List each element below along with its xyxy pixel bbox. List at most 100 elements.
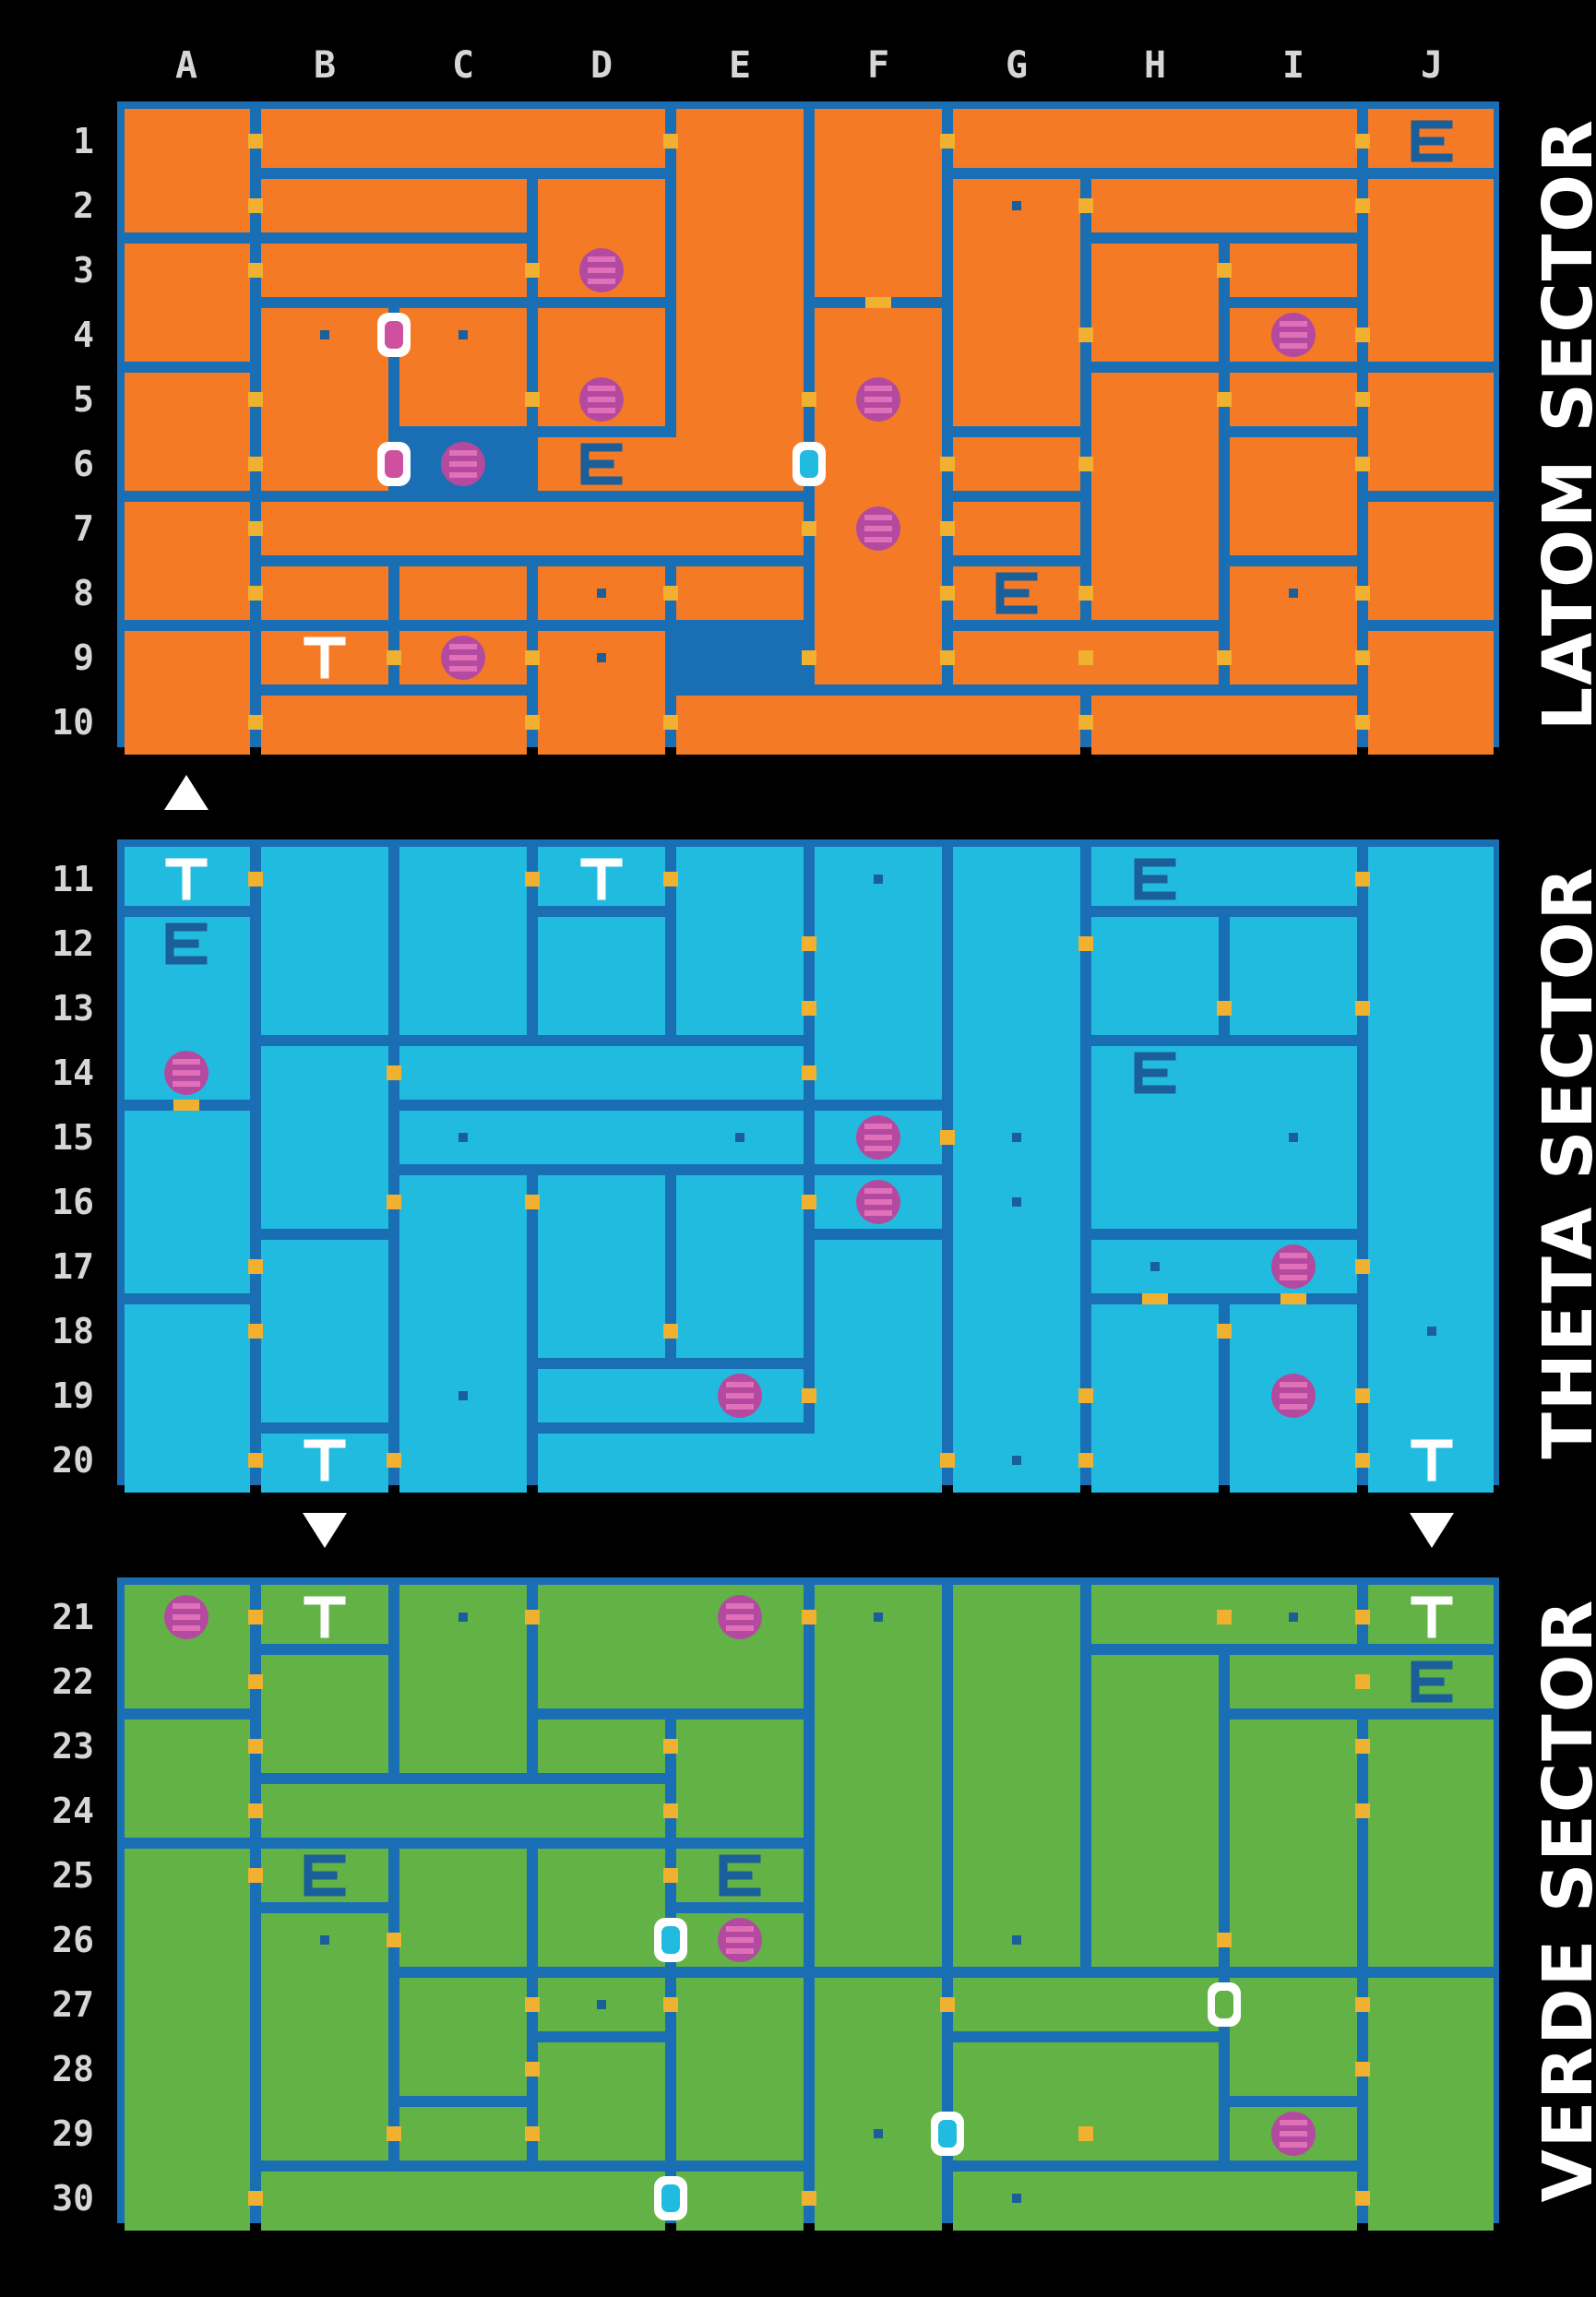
- room: [538, 1369, 804, 1422]
- door: [1355, 327, 1370, 342]
- row-label: 6: [73, 444, 94, 484]
- door: [248, 715, 263, 730]
- column-label-c: C: [451, 44, 475, 87]
- door: [1355, 1997, 1370, 2012]
- door: [663, 1997, 678, 2012]
- door: [248, 2191, 263, 2206]
- item-dot-icon: [1012, 2194, 1021, 2203]
- item-dot-icon: [320, 1935, 329, 1945]
- door: [802, 1001, 816, 1016]
- door: [387, 1453, 401, 1468]
- door: [940, 521, 955, 536]
- enemy-s-icon: [718, 1918, 762, 1962]
- room: [125, 373, 250, 491]
- row-label: 11: [52, 859, 94, 899]
- enemy-s-icon: [856, 506, 900, 551]
- door: [1355, 1453, 1370, 1468]
- sector-grid: [125, 847, 1494, 1493]
- column-label-i: I: [1281, 44, 1305, 87]
- row-label: 23: [52, 1726, 94, 1767]
- door: [248, 392, 263, 407]
- column-label-f: F: [866, 44, 890, 87]
- portal-ring-icon: [654, 2176, 687, 2220]
- door: [802, 936, 816, 951]
- room: [1091, 917, 1219, 1035]
- room: [261, 1655, 388, 1773]
- room: [1091, 1046, 1357, 1229]
- room: [815, 847, 942, 1100]
- door: [802, 1388, 816, 1403]
- exit-icon: [1134, 1052, 1176, 1094]
- room: [399, 1978, 527, 2096]
- teleporter-icon: [304, 1439, 346, 1482]
- room: [1368, 847, 1494, 1493]
- room: [399, 1849, 527, 1967]
- enemy-s-icon: [856, 1180, 900, 1224]
- enemy-s-icon: [1271, 2112, 1316, 2156]
- item-dot-icon: [1012, 1456, 1021, 1465]
- portal-ring-icon: [1208, 1982, 1241, 2027]
- room: [399, 847, 527, 1035]
- door: [525, 1997, 540, 2012]
- door: [1355, 715, 1370, 730]
- door: [248, 1324, 263, 1339]
- enemy-s-icon: [579, 248, 624, 292]
- door: [1355, 650, 1370, 665]
- exit-icon: [580, 443, 623, 485]
- door: [248, 521, 263, 536]
- item-dot-icon: [874, 1613, 883, 1622]
- door: [940, 586, 955, 601]
- exit-icon: [719, 1854, 761, 1897]
- door: [525, 715, 540, 730]
- door: [1355, 1610, 1370, 1625]
- row-label: 21: [52, 1597, 94, 1637]
- row-label: 27: [52, 1984, 94, 2025]
- item-dot-icon: [1289, 589, 1298, 598]
- room: [538, 1434, 942, 1493]
- door: [248, 1739, 263, 1754]
- room: [261, 1046, 388, 1229]
- door: [663, 872, 678, 887]
- item-dot-icon: [320, 330, 329, 339]
- sector-title-text: LATOM SECTOR: [1529, 118, 1596, 731]
- column-label-b: B: [313, 44, 337, 87]
- door: [1355, 392, 1370, 407]
- door: [1078, 2126, 1093, 2141]
- door: [1280, 1293, 1306, 1304]
- door: [248, 872, 263, 887]
- door: [1217, 263, 1232, 278]
- item-dot-icon: [597, 653, 606, 662]
- room: [261, 502, 804, 555]
- enemy-s-icon: [718, 1595, 762, 1639]
- column-label-a: A: [174, 44, 198, 87]
- exit-icon: [1411, 120, 1453, 162]
- door: [525, 392, 540, 407]
- room: [1230, 437, 1357, 555]
- row-label: 1: [73, 121, 94, 161]
- room: [676, 1978, 804, 2160]
- exit-icon: [1411, 1660, 1453, 1703]
- door: [1078, 586, 1093, 601]
- room: [1091, 847, 1357, 906]
- row-label: 16: [52, 1182, 94, 1222]
- enemy-s-icon: [441, 442, 485, 486]
- door: [1217, 650, 1232, 665]
- sector-title-text: VERDE SECTOR: [1529, 1598, 1596, 2203]
- door: [1078, 1453, 1093, 1468]
- column-label-e: E: [728, 44, 752, 87]
- door: [525, 2126, 540, 2141]
- door: [248, 134, 263, 149]
- sector-grid: [125, 1585, 1494, 2231]
- door: [940, 1997, 955, 2012]
- teleporter-icon: [580, 858, 623, 900]
- door: [1078, 327, 1093, 342]
- enemy-s-icon: [164, 1051, 208, 1095]
- door: [1355, 1388, 1370, 1403]
- exit-icon: [304, 1854, 346, 1897]
- room: [125, 1720, 250, 1838]
- item-dot-icon: [597, 589, 606, 598]
- door: [663, 1868, 678, 1883]
- room: [261, 109, 665, 168]
- door: [663, 1324, 678, 1339]
- sector-2: [117, 1577, 1499, 2231]
